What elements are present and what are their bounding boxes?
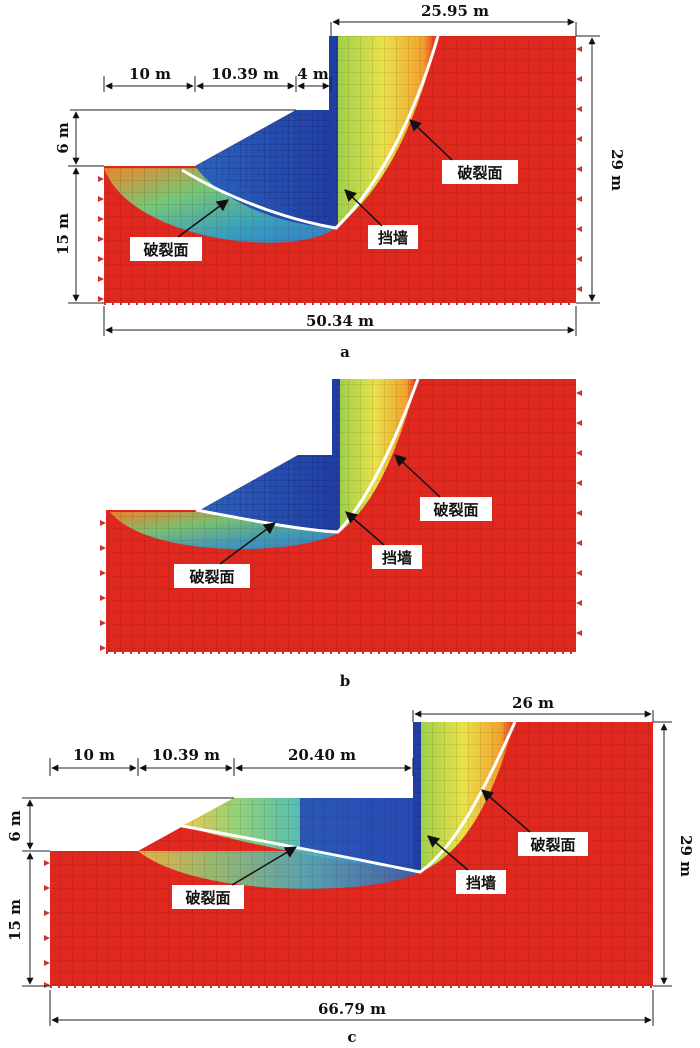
dim-left-upper: 6 m — [54, 122, 72, 154]
dim-seg3: 4 m — [297, 65, 329, 83]
dim-bottom: 66.79 m — [318, 1000, 386, 1018]
label-wall: 挡墙 — [466, 874, 496, 892]
label-slip-right: 破裂面 — [530, 836, 575, 854]
dim-left-lower: 15 m — [6, 899, 24, 941]
label-slip-left: 破裂面 — [189, 568, 234, 586]
panel-c-dimensions: 26 m 10 m 10.39 m 20.40 m 6 m 15 m 29 m — [6, 694, 695, 1026]
dim-right: 29 m — [608, 149, 626, 191]
label-slip-right: 破裂面 — [433, 501, 478, 519]
label-slip-left: 破裂面 — [143, 241, 188, 259]
caption-b: b — [340, 672, 351, 690]
boundary-supports-left — [98, 176, 104, 302]
dim-seg1: 10 m — [129, 65, 171, 83]
slip-surface-line — [195, 378, 420, 534]
dim-left-upper: 6 m — [6, 810, 24, 842]
dim-seg2: 10.39 m — [211, 65, 279, 83]
dim-seg1: 10 m — [73, 746, 115, 764]
label-wall: 挡墙 — [378, 229, 408, 247]
dim-bottom: 50.34 m — [306, 312, 374, 330]
panel-c-model — [44, 721, 653, 988]
label-slip-right: 破裂面 — [457, 164, 502, 182]
boundary-supports-right — [576, 390, 582, 636]
panel-a-dimensions: 25.95 m 10 m 10.39 m 4 m 6 m 15 m 29 m — [54, 2, 626, 336]
panel-c: 26 m 10 m 10.39 m 20.40 m 6 m 15 m 29 m — [6, 694, 695, 1046]
panel-b-model — [100, 378, 582, 654]
dim-left-lower: 15 m — [54, 213, 72, 255]
panel-a-model — [98, 35, 582, 305]
dim-top-right: 25.95 m — [421, 2, 489, 20]
dim-seg2: 10.39 m — [152, 746, 220, 764]
label-wall: 挡墙 — [382, 549, 412, 567]
dim-right: 29 m — [677, 835, 695, 877]
dim-top-right: 26 m — [512, 694, 554, 712]
boundary-supports-left — [44, 860, 50, 988]
caption-c: c — [347, 1028, 356, 1046]
label-slip-left: 破裂面 — [185, 889, 230, 907]
dim-seg3: 20.40 m — [288, 746, 356, 764]
boundary-supports-right — [576, 46, 582, 292]
caption-a: a — [340, 343, 350, 361]
panel-a: 25.95 m 10 m 10.39 m 4 m 6 m 15 m 29 m — [54, 2, 626, 361]
panel-b-annotations: 破裂面 破裂面 挡墙 — [174, 454, 492, 588]
panel-b: 破裂面 破裂面 挡墙 b — [100, 378, 582, 690]
slip-surface-line — [181, 35, 440, 230]
panel-a-annotations: 破裂面 破裂面 挡墙 — [130, 119, 518, 261]
panel-c-annotations: 破裂面 破裂面 挡墙 — [172, 789, 588, 909]
boundary-supports-left — [100, 520, 106, 651]
